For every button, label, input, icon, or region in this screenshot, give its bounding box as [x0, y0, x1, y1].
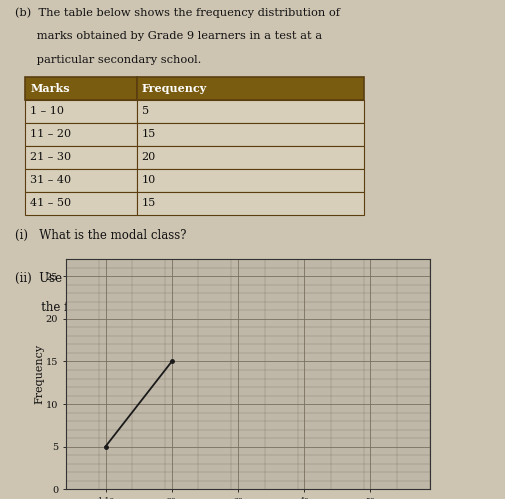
- Text: particular secondary school.: particular secondary school.: [15, 55, 201, 65]
- Text: Marks: Marks: [30, 83, 70, 94]
- Text: 20: 20: [141, 152, 156, 162]
- FancyBboxPatch shape: [25, 146, 136, 169]
- Text: 41 – 50: 41 – 50: [30, 198, 71, 208]
- FancyBboxPatch shape: [136, 77, 364, 100]
- Text: 10: 10: [141, 175, 156, 185]
- FancyBboxPatch shape: [136, 100, 364, 123]
- FancyBboxPatch shape: [25, 169, 136, 192]
- Text: 21 – 30: 21 – 30: [30, 152, 71, 162]
- FancyBboxPatch shape: [136, 123, 364, 146]
- Text: (i)   What is the modal class?: (i) What is the modal class?: [15, 229, 186, 242]
- Text: Frequency: Frequency: [141, 83, 207, 94]
- Text: marks obtained by Grade 9 learners in a test at a: marks obtained by Grade 9 learners in a …: [15, 31, 322, 41]
- Text: 5: 5: [141, 106, 148, 116]
- Text: 15: 15: [141, 198, 156, 208]
- Text: (b)  The table below shows the frequency distribution of: (b) The table below shows the frequency …: [15, 7, 339, 18]
- FancyBboxPatch shape: [25, 77, 136, 100]
- Y-axis label: Frequency: Frequency: [34, 344, 44, 404]
- Text: 31 – 40: 31 – 40: [30, 175, 71, 185]
- FancyBboxPatch shape: [25, 123, 136, 146]
- Text: 1 – 10: 1 – 10: [30, 106, 64, 116]
- Text: 15: 15: [141, 129, 156, 139]
- FancyBboxPatch shape: [136, 192, 364, 215]
- FancyBboxPatch shape: [136, 169, 364, 192]
- FancyBboxPatch shape: [136, 146, 364, 169]
- Text: 11 – 20: 11 – 20: [30, 129, 71, 139]
- Text: the frequency polygon below.                                      [3]: the frequency polygon below. [3]: [15, 301, 375, 314]
- Text: (ii)  Use the information in the table above to complete: (ii) Use the information in the table ab…: [15, 272, 342, 285]
- FancyBboxPatch shape: [25, 192, 136, 215]
- FancyBboxPatch shape: [25, 100, 136, 123]
